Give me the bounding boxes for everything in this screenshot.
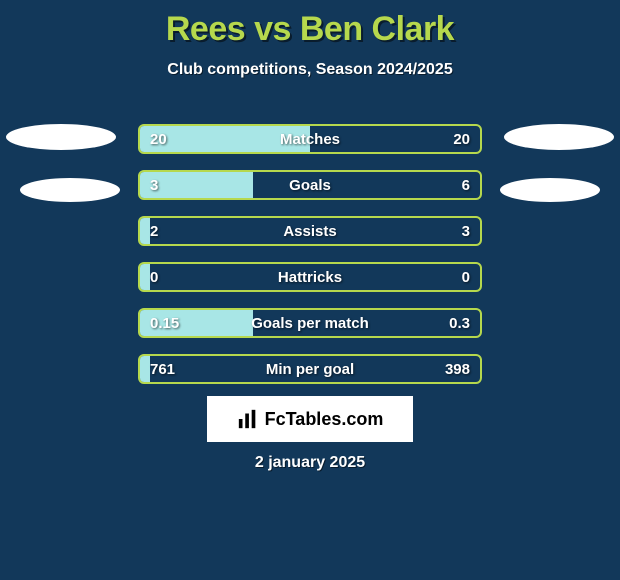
stats-bars: 20 Matches 20 3 Goals 6 2 Assists 3 0 Ha… (138, 124, 482, 400)
stat-right-value: 0 (462, 264, 470, 290)
stat-row-goals-per-match: 0.15 Goals per match 0.3 (138, 308, 482, 338)
stat-label: Hattricks (140, 264, 480, 290)
stat-row-hattricks: 0 Hattricks 0 (138, 262, 482, 292)
stat-right-value: 0.3 (449, 310, 470, 336)
brand-badge: FcTables.com (207, 396, 413, 442)
player-photo-placeholder-right-2 (500, 178, 600, 202)
brand-text: FcTables.com (265, 409, 384, 430)
stat-label: Min per goal (140, 356, 480, 382)
stat-row-goals: 3 Goals 6 (138, 170, 482, 200)
stat-label: Matches (140, 126, 480, 152)
page-title: Rees vs Ben Clark (0, 0, 620, 49)
stat-row-min-per-goal: 761 Min per goal 398 (138, 354, 482, 384)
stat-right-value: 398 (445, 356, 470, 382)
stat-label: Goals per match (140, 310, 480, 336)
page-subtitle: Club competitions, Season 2024/2025 (0, 61, 620, 79)
generated-date: 2 january 2025 (0, 454, 620, 472)
stat-row-matches: 20 Matches 20 (138, 124, 482, 154)
stat-row-assists: 2 Assists 3 (138, 216, 482, 246)
bars-icon (237, 408, 259, 430)
player-photo-placeholder-right-1 (504, 124, 614, 150)
stat-label: Assists (140, 218, 480, 244)
player-photo-placeholder-left-1 (6, 124, 116, 150)
player-photo-placeholder-left-2 (20, 178, 120, 202)
stat-label: Goals (140, 172, 480, 198)
stat-right-value: 6 (462, 172, 470, 198)
stat-right-value: 3 (462, 218, 470, 244)
stat-right-value: 20 (453, 126, 470, 152)
